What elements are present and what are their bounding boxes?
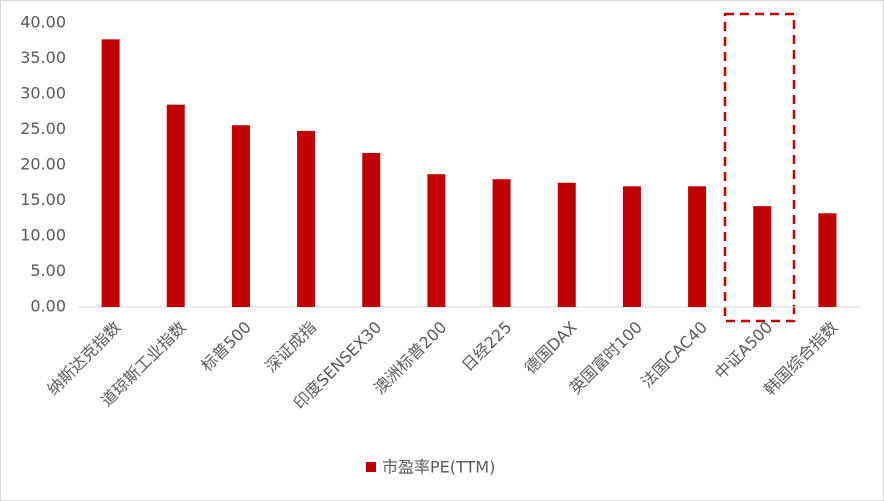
- y-tick-label: 30.00: [20, 84, 66, 103]
- bar: [753, 206, 772, 307]
- bar: [688, 186, 707, 307]
- bar: [622, 186, 641, 307]
- y-tick-label: 20.00: [20, 155, 66, 174]
- bar: [818, 213, 837, 307]
- bar: [492, 179, 511, 307]
- legend-label: 市盈率PE(TTM): [382, 458, 495, 477]
- y-tick-label: 5.00: [30, 261, 66, 280]
- y-tick-label: 10.00: [20, 226, 66, 245]
- y-tick-label: 25.00: [20, 119, 66, 138]
- y-tick-label: 35.00: [20, 48, 66, 67]
- bar: [231, 125, 250, 308]
- bar: [166, 104, 185, 308]
- bar: [427, 174, 446, 307]
- bar: [297, 130, 316, 307]
- bar: [362, 152, 381, 307]
- bar: [557, 182, 576, 307]
- bar: [101, 39, 120, 308]
- legend-swatch: [366, 462, 376, 472]
- highlight-box: [723, 12, 796, 323]
- y-tick-label: 15.00: [20, 190, 66, 209]
- y-tick-label: 0.00: [30, 297, 66, 316]
- y-tick-label: 40.00: [20, 13, 66, 32]
